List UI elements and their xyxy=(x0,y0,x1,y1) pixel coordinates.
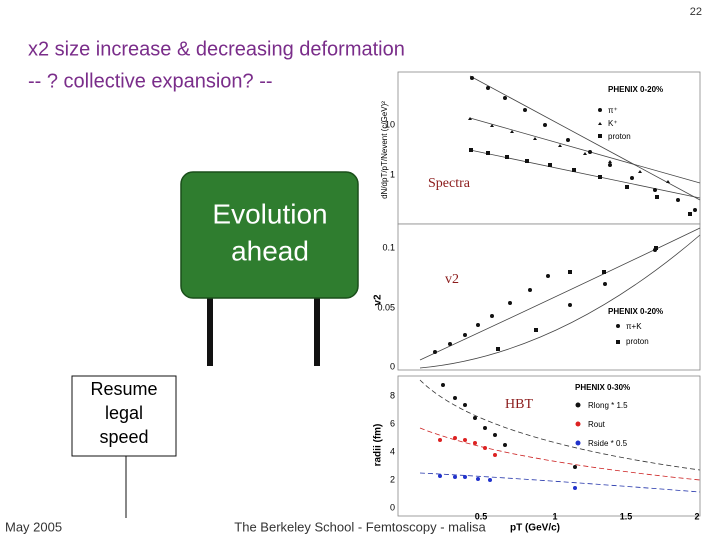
legend-entry: Rlong * 1.5 xyxy=(588,401,628,410)
legend-marker xyxy=(616,324,620,328)
title: x2 size increase & decreasing deformatio… xyxy=(28,38,405,60)
sign-resume xyxy=(71,375,177,457)
y-tick-label: 6 xyxy=(390,418,395,428)
legend-entry: π⁺ xyxy=(608,106,618,115)
curve xyxy=(419,234,701,369)
sign-text: speed xyxy=(99,427,148,447)
sign-text: ahead xyxy=(231,235,309,266)
curve xyxy=(419,227,701,361)
legend-entry: Rout xyxy=(588,420,606,429)
x-tick-label: 2 xyxy=(694,511,699,521)
sign-post xyxy=(207,298,213,366)
x-tick-label: 1 xyxy=(552,511,557,521)
legend-entry: proton xyxy=(626,337,649,346)
legend-title: PHENIX 0-20% xyxy=(608,307,663,316)
panel-label: HBT xyxy=(505,397,533,412)
x-tick-label: 1.5 xyxy=(620,511,633,521)
panel xyxy=(397,375,701,517)
legend-title: PHENIX 0-30% xyxy=(575,383,630,392)
footer-date: May 2005 xyxy=(5,519,62,534)
legend-entry: K⁺ xyxy=(608,119,618,128)
x-tick-label: 0.5 xyxy=(475,511,488,521)
curve xyxy=(419,472,701,493)
y-title: dN/dpT/pT/Nevent (c/GeV)² xyxy=(380,101,389,199)
panel-label: Spectra xyxy=(428,176,471,191)
figure: PHENIX 0-20% π⁺ K⁺ proton Spectra dN/dpT… xyxy=(373,71,701,534)
points xyxy=(438,383,577,490)
y-title: radii (fm) xyxy=(373,424,384,467)
curve xyxy=(419,427,701,481)
legend-entry: π+K xyxy=(626,322,642,331)
y-tick-label: 0 xyxy=(390,361,395,371)
curve xyxy=(419,379,701,471)
y-tick-label: 1 xyxy=(390,169,395,179)
y-tick-label: 0 xyxy=(390,502,395,512)
panel xyxy=(397,71,701,225)
panel xyxy=(397,223,701,371)
legend-marker xyxy=(598,108,602,112)
y-tick-label: 0.1 xyxy=(382,242,395,252)
y-title: v2 xyxy=(373,294,384,306)
sign-evolution xyxy=(180,171,359,299)
points xyxy=(468,76,697,216)
y-tick-label: 2 xyxy=(390,474,395,484)
title: -- ? collective expansion? -- xyxy=(28,70,273,92)
page-number: 22 xyxy=(690,6,702,18)
y-tick-label: 4 xyxy=(390,446,395,456)
legend-marker xyxy=(616,340,620,344)
legend-marker xyxy=(575,402,581,408)
points xyxy=(433,246,658,354)
curve xyxy=(469,75,701,201)
y-tick-label: 8 xyxy=(390,390,395,400)
legend-title: PHENIX 0-20% xyxy=(608,85,663,94)
sign-text: Resume xyxy=(90,379,157,399)
legend-marker xyxy=(598,122,602,125)
legend-entry: Rside * 0.5 xyxy=(588,439,628,448)
legend-marker xyxy=(575,440,581,446)
legend-entry: proton xyxy=(608,132,631,141)
panel-label: v2 xyxy=(445,272,459,287)
legend-marker xyxy=(598,134,602,138)
sign-text: legal xyxy=(105,403,143,423)
legend-marker xyxy=(575,421,581,427)
sign-text: Evolution xyxy=(212,198,327,229)
sign-post xyxy=(314,298,320,366)
curve xyxy=(469,117,701,184)
footer-center: The Berkeley School - Femtoscopy - malis… xyxy=(234,519,486,534)
y-tick-label: 10 xyxy=(385,119,395,129)
x-title: pT (GeV/c) xyxy=(510,523,560,534)
y-tick-label: 0.05 xyxy=(377,302,395,312)
